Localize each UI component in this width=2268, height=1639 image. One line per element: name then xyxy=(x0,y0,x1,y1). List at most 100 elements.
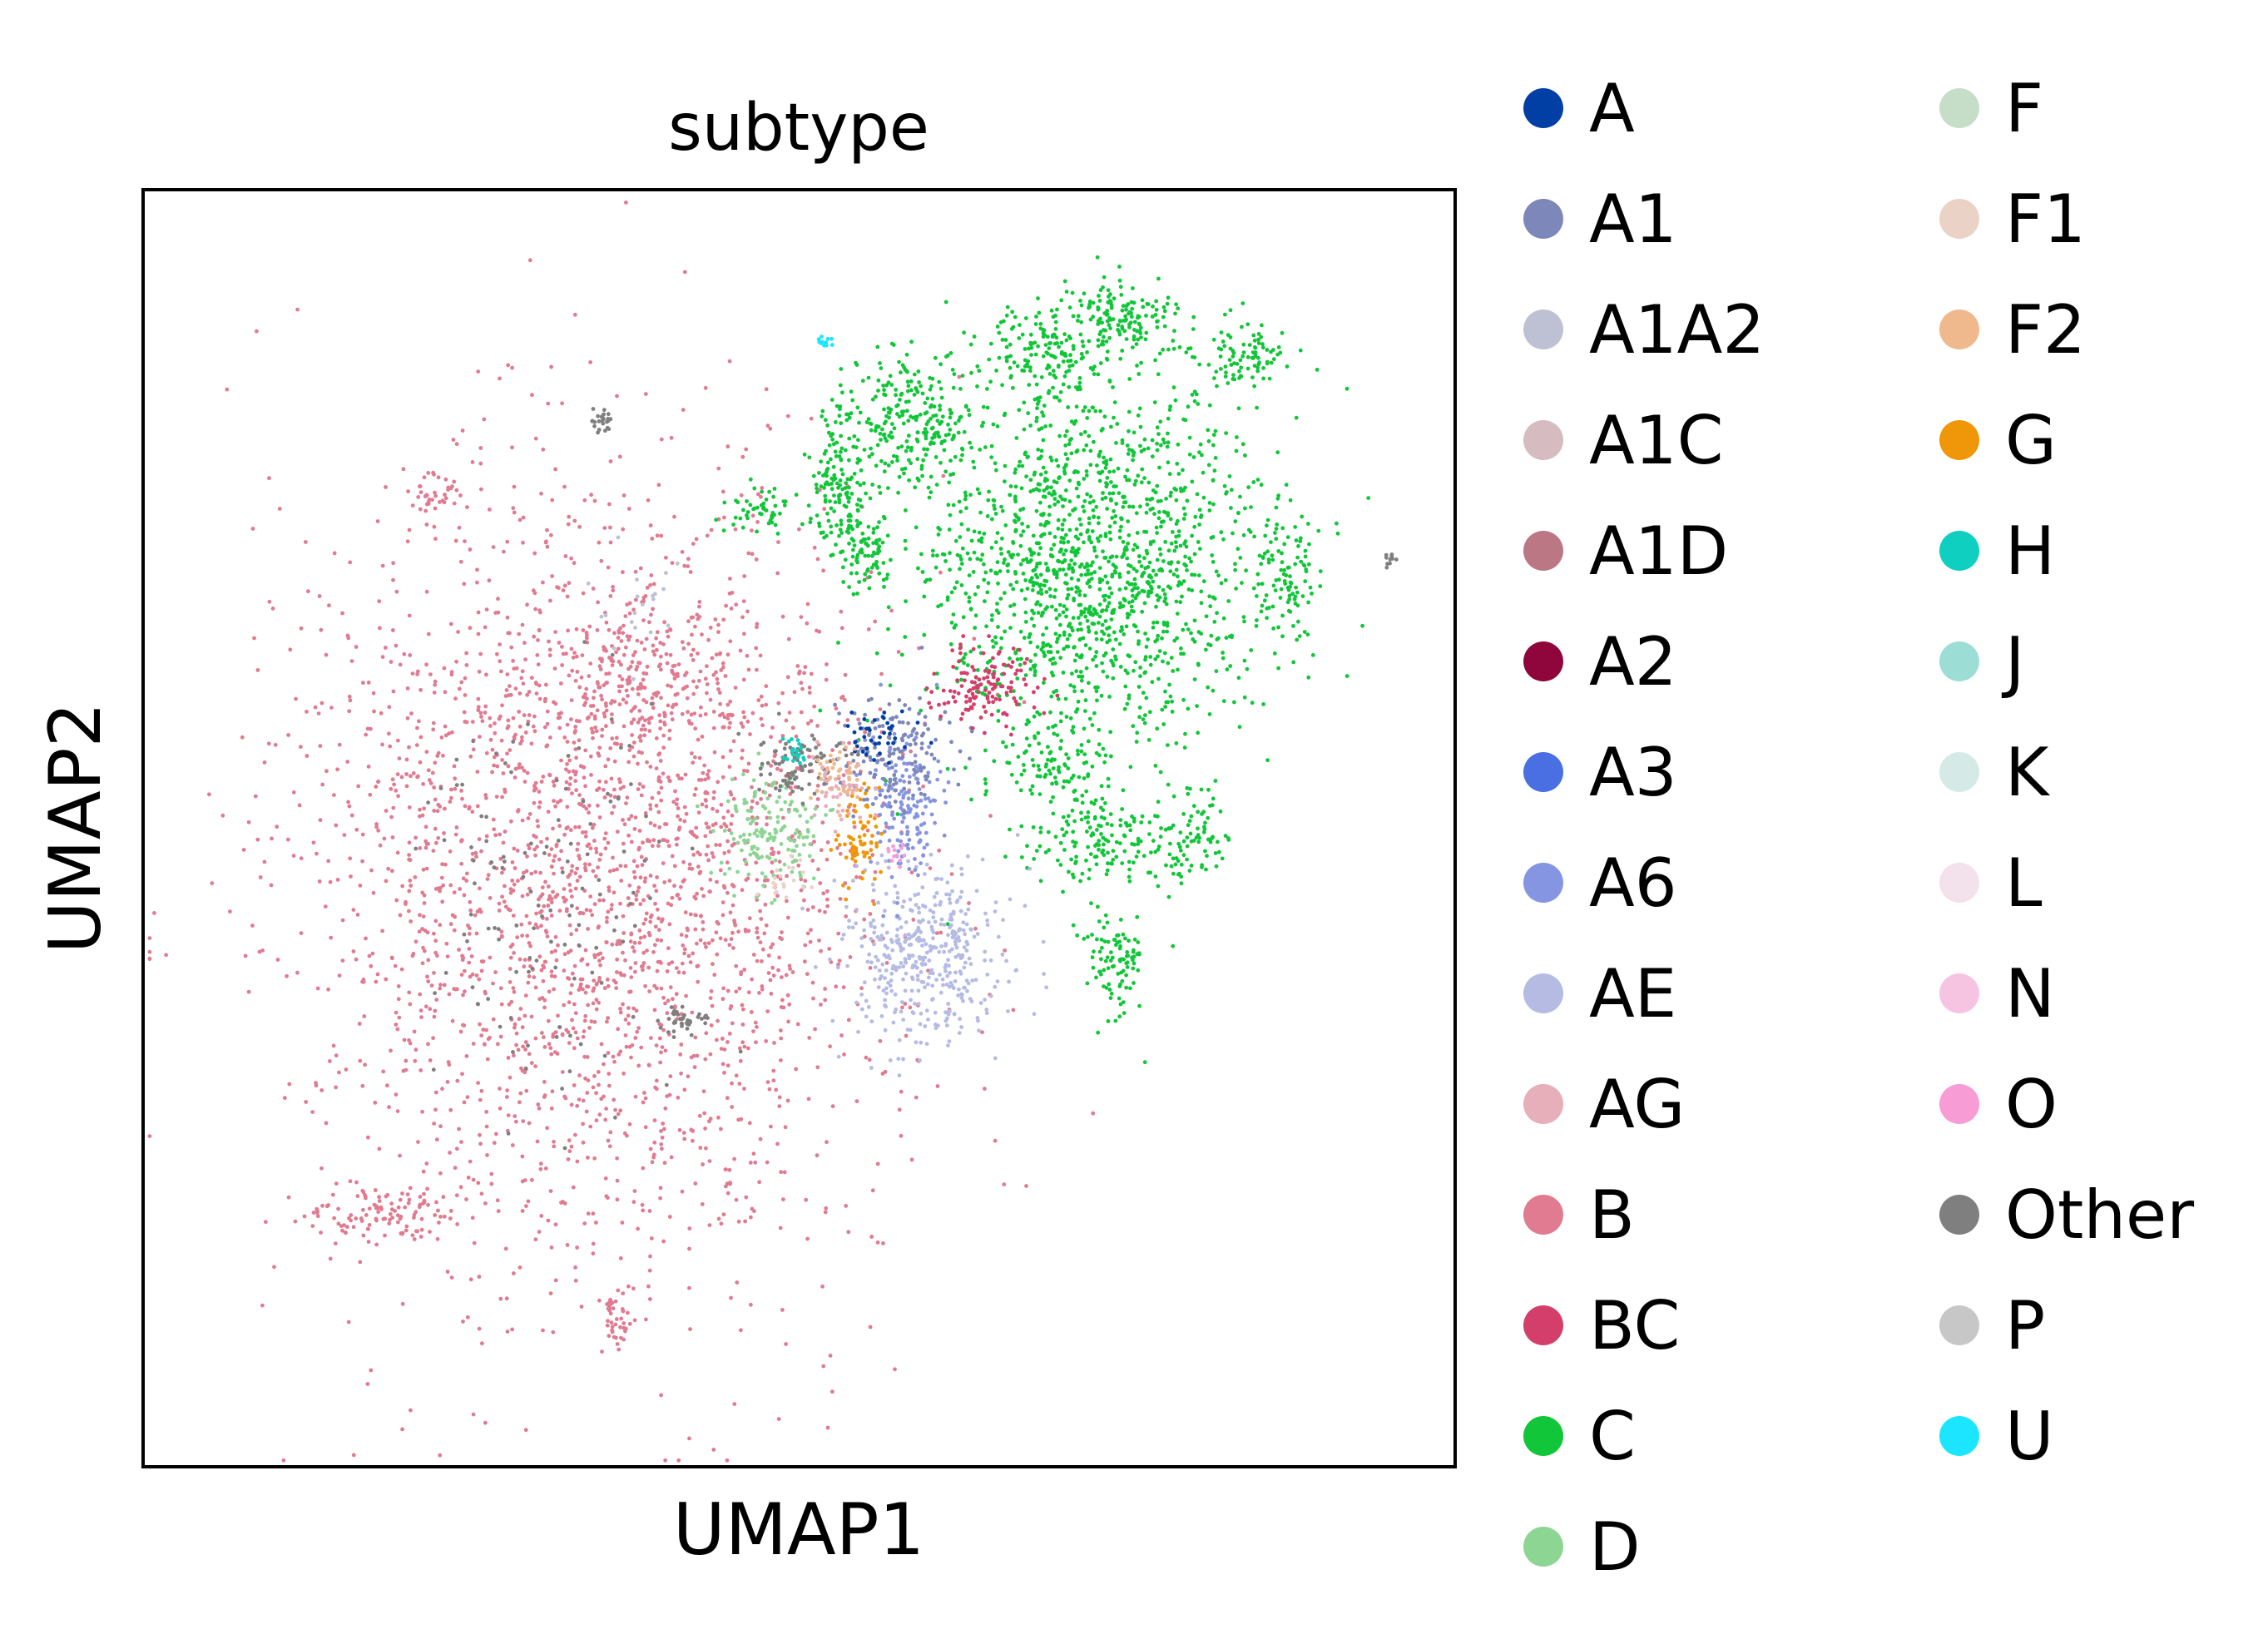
data-point xyxy=(383,1233,387,1238)
data-point xyxy=(351,908,356,912)
data-point xyxy=(998,597,1003,601)
data-point xyxy=(755,801,760,805)
data-point xyxy=(1054,335,1059,340)
data-point xyxy=(383,1216,388,1221)
data-point xyxy=(697,604,701,609)
data-point xyxy=(635,1029,640,1034)
data-point xyxy=(641,921,646,926)
data-point xyxy=(734,989,739,994)
data-point xyxy=(1102,275,1107,280)
data-point xyxy=(884,383,889,388)
data-point xyxy=(240,735,245,740)
data-point xyxy=(656,810,661,815)
data-point xyxy=(928,474,933,479)
data-point xyxy=(905,389,910,394)
data-point xyxy=(1165,301,1170,306)
data-point xyxy=(419,1216,424,1221)
data-point xyxy=(748,1161,753,1165)
data-point xyxy=(659,798,664,803)
data-point xyxy=(978,557,983,562)
data-point xyxy=(1041,465,1046,470)
data-point xyxy=(492,1141,497,1146)
data-point xyxy=(742,574,747,578)
data-point xyxy=(1223,312,1227,317)
data-point xyxy=(604,671,608,676)
data-point xyxy=(501,840,506,845)
data-point xyxy=(1117,641,1122,646)
data-point xyxy=(484,607,489,612)
data-point xyxy=(690,1010,695,1015)
data-point xyxy=(621,652,626,657)
data-point xyxy=(721,1062,725,1067)
data-point xyxy=(769,992,774,996)
data-point xyxy=(655,630,660,635)
data-point xyxy=(985,661,990,665)
data-point xyxy=(517,1100,522,1105)
data-point xyxy=(549,914,554,918)
data-point xyxy=(804,1197,809,1202)
data-point xyxy=(860,379,865,384)
data-point xyxy=(475,909,480,914)
data-point xyxy=(698,669,703,674)
data-point xyxy=(608,459,613,463)
data-point xyxy=(1051,656,1056,661)
data-point xyxy=(1163,705,1167,709)
data-point xyxy=(519,676,524,681)
data-point xyxy=(516,879,520,884)
data-point xyxy=(715,809,720,814)
data-point xyxy=(728,910,733,915)
data-point xyxy=(949,872,954,876)
data-point xyxy=(718,936,723,941)
data-point xyxy=(520,894,525,899)
data-point xyxy=(904,547,908,551)
data-point xyxy=(962,429,967,434)
data-point xyxy=(621,1325,626,1330)
data-point xyxy=(693,1181,698,1186)
data-point xyxy=(957,499,962,504)
data-point xyxy=(1238,494,1242,499)
data-point xyxy=(610,942,615,947)
data-point xyxy=(638,739,643,743)
data-point xyxy=(1097,614,1102,619)
data-point xyxy=(1024,474,1028,479)
data-point xyxy=(784,1342,788,1346)
data-point xyxy=(515,935,520,939)
data-point xyxy=(602,986,607,991)
data-point xyxy=(1098,534,1103,538)
data-point xyxy=(1107,633,1112,638)
data-point xyxy=(1048,657,1052,662)
data-point xyxy=(1100,497,1105,502)
data-point xyxy=(659,533,664,538)
data-point xyxy=(485,1057,490,1062)
data-point xyxy=(1032,670,1037,674)
data-point xyxy=(422,948,427,953)
data-point xyxy=(651,1155,656,1160)
data-point xyxy=(418,807,422,812)
data-point xyxy=(722,515,726,520)
data-point xyxy=(508,684,512,688)
data-point xyxy=(452,987,457,991)
data-point xyxy=(612,631,617,636)
data-point xyxy=(641,723,646,728)
data-point xyxy=(823,998,828,1003)
data-point xyxy=(1062,646,1067,651)
data-point xyxy=(764,923,769,928)
data-point xyxy=(1036,591,1041,595)
data-point xyxy=(719,824,724,829)
data-point xyxy=(412,1237,417,1241)
data-point xyxy=(1037,488,1042,493)
data-point xyxy=(741,1007,745,1012)
data-point xyxy=(946,422,950,427)
data-point xyxy=(1017,463,1022,468)
data-point xyxy=(1241,532,1246,537)
data-point xyxy=(1192,572,1197,577)
data-point xyxy=(1065,457,1070,461)
data-point xyxy=(663,1048,668,1053)
data-point xyxy=(632,1318,637,1323)
data-point xyxy=(333,1241,338,1245)
data-point xyxy=(1196,573,1201,577)
data-point xyxy=(1061,610,1066,615)
data-point xyxy=(347,709,352,714)
data-point xyxy=(468,974,473,979)
data-point xyxy=(541,963,546,968)
